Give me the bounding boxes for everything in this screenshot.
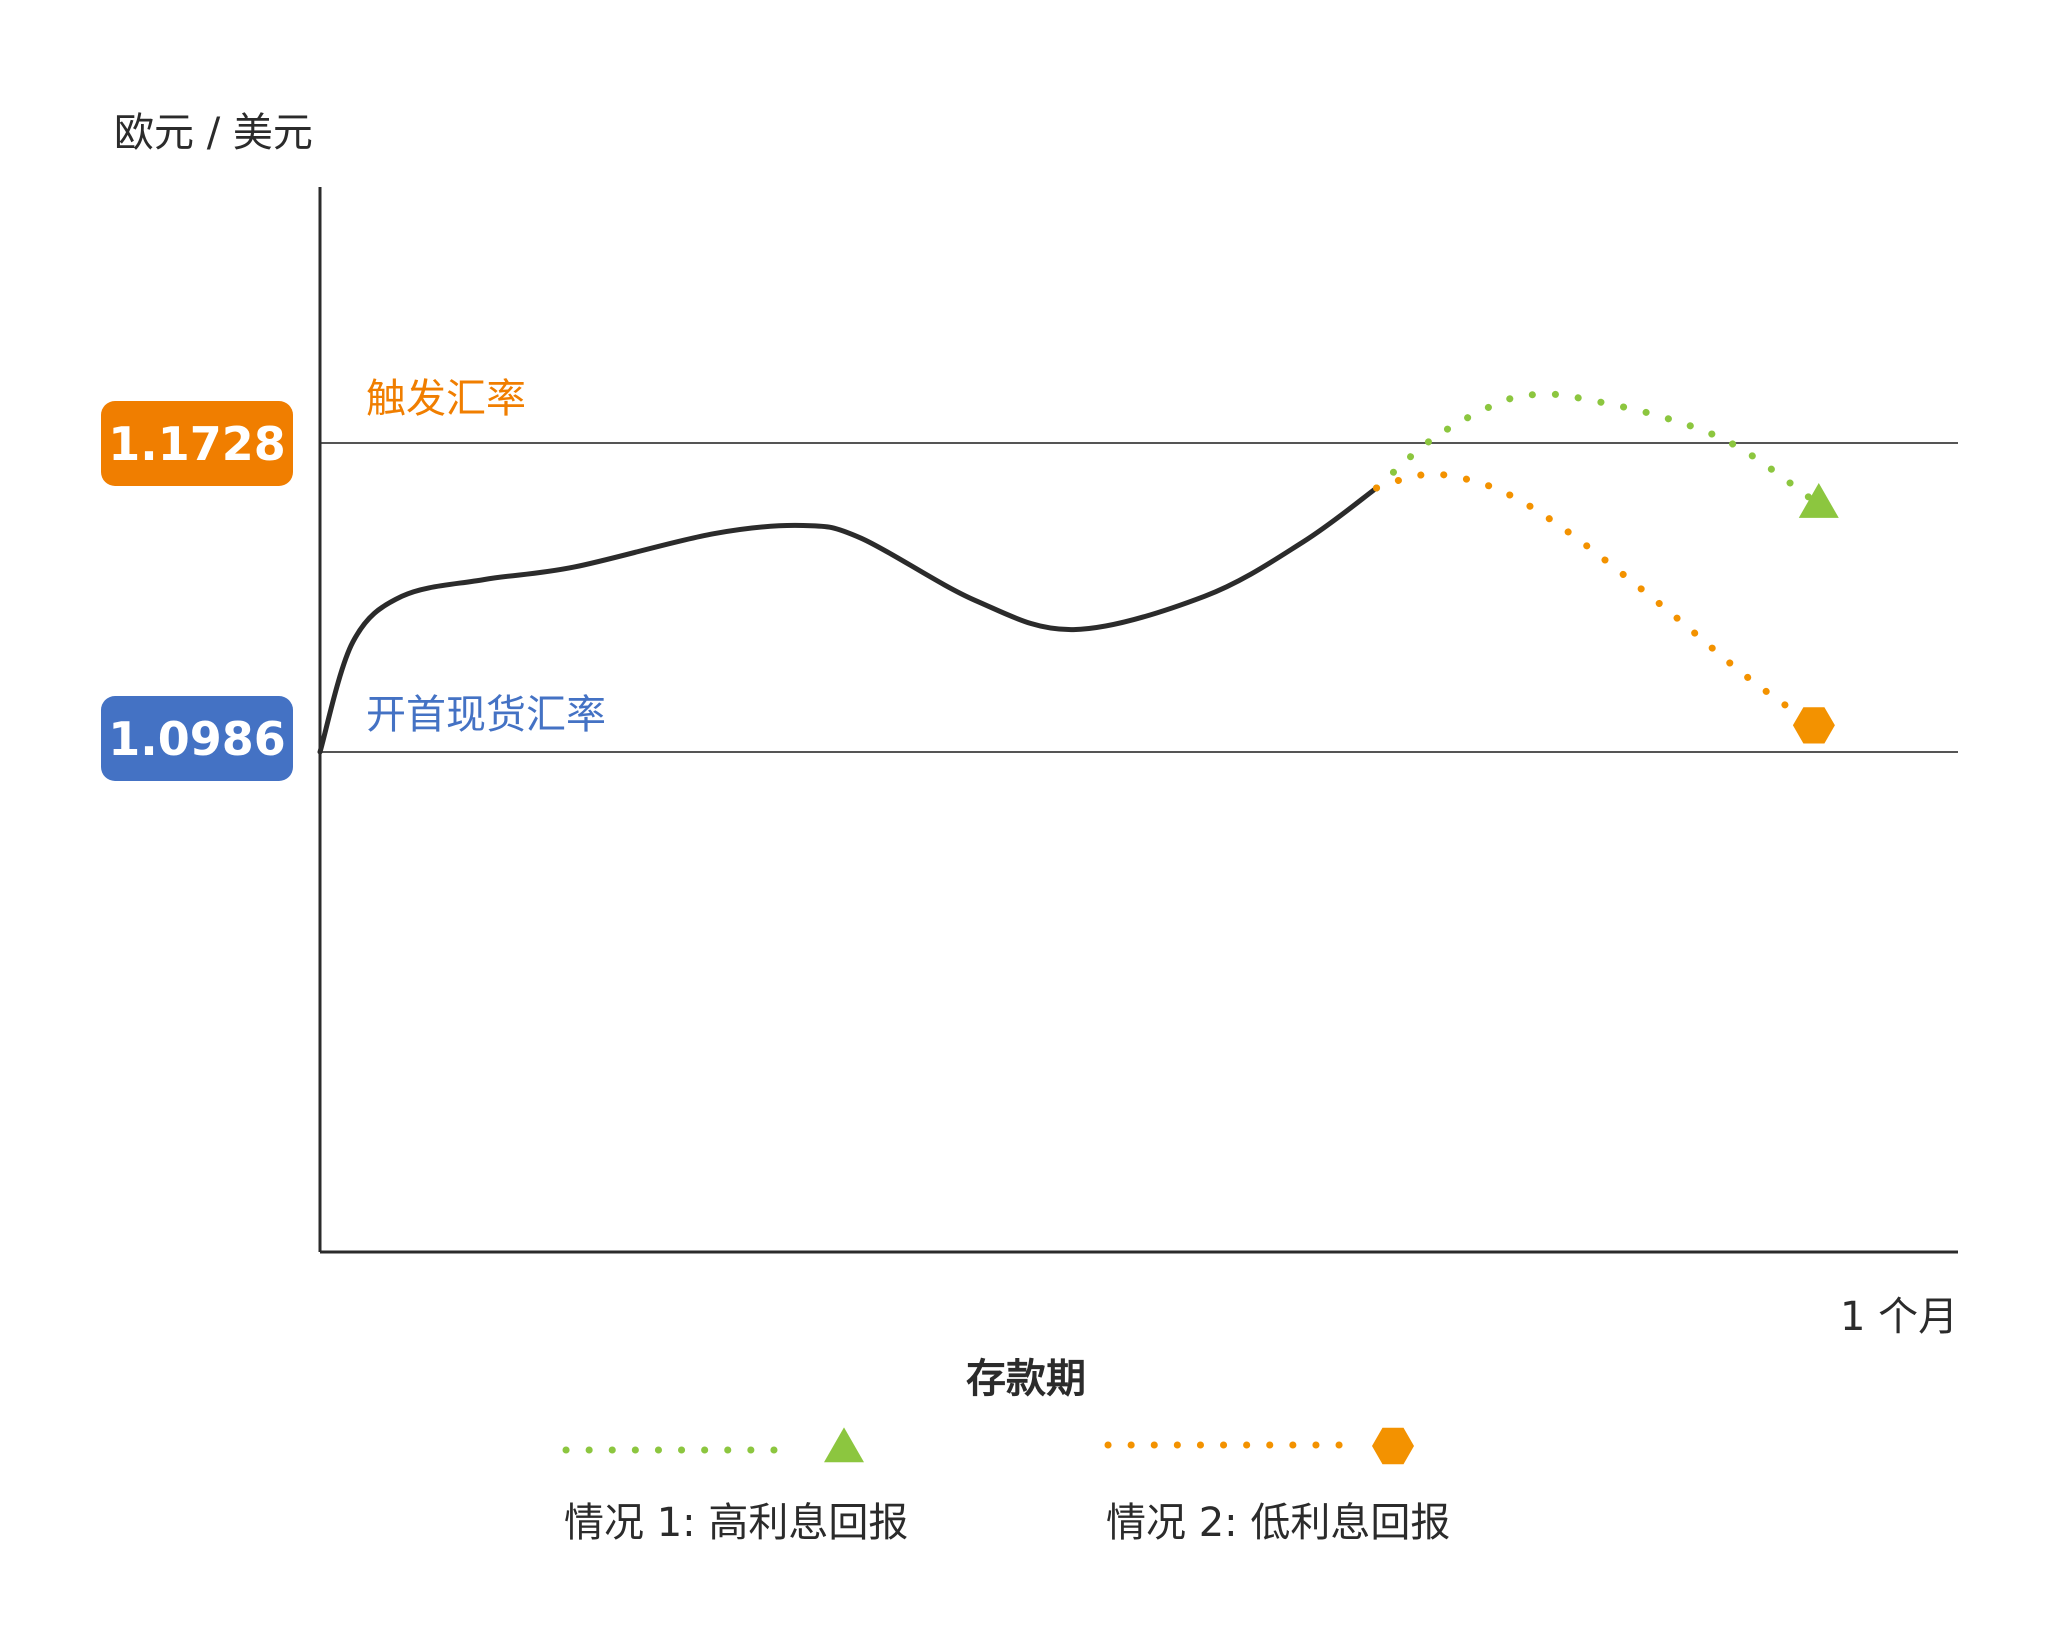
legend-label-scenario-2: 情况 2: 低利息回报 <box>1106 1500 1451 1546</box>
x-axis-title: 存款期 <box>966 1356 1086 1402</box>
trigger-rate-label: 触发汇率 <box>366 376 526 422</box>
trigger-rate-value-badge: 1.1728 <box>101 401 293 486</box>
y-axis-title: 欧元 / 美元 <box>114 110 313 156</box>
legend-label-scenario-1: 情况 1: 高利息回报 <box>564 1500 909 1546</box>
spot-rate-value-badge: 1.0986 <box>101 696 293 781</box>
spot-rate-label: 开首现货汇率 <box>366 692 606 738</box>
series-end-marker-scenario_1-triangle-icon <box>1798 483 1839 518</box>
reference-lines <box>320 442 1958 753</box>
x-axis-end-label: 1 个月 <box>1840 1294 1959 1340</box>
legend-marker-scenario_2-hexagon-icon <box>1372 1427 1414 1465</box>
series <box>317 390 1839 755</box>
series-line-scenario_1 <box>1373 390 1823 509</box>
legend <box>562 1427 1414 1465</box>
series-line-actual <box>317 485 1379 755</box>
series-line-scenario_2 <box>1373 470 1818 729</box>
legend-marker-scenario_1-triangle-icon <box>824 1427 864 1463</box>
series-end-marker-scenario_2-hexagon-icon <box>1792 707 1835 744</box>
